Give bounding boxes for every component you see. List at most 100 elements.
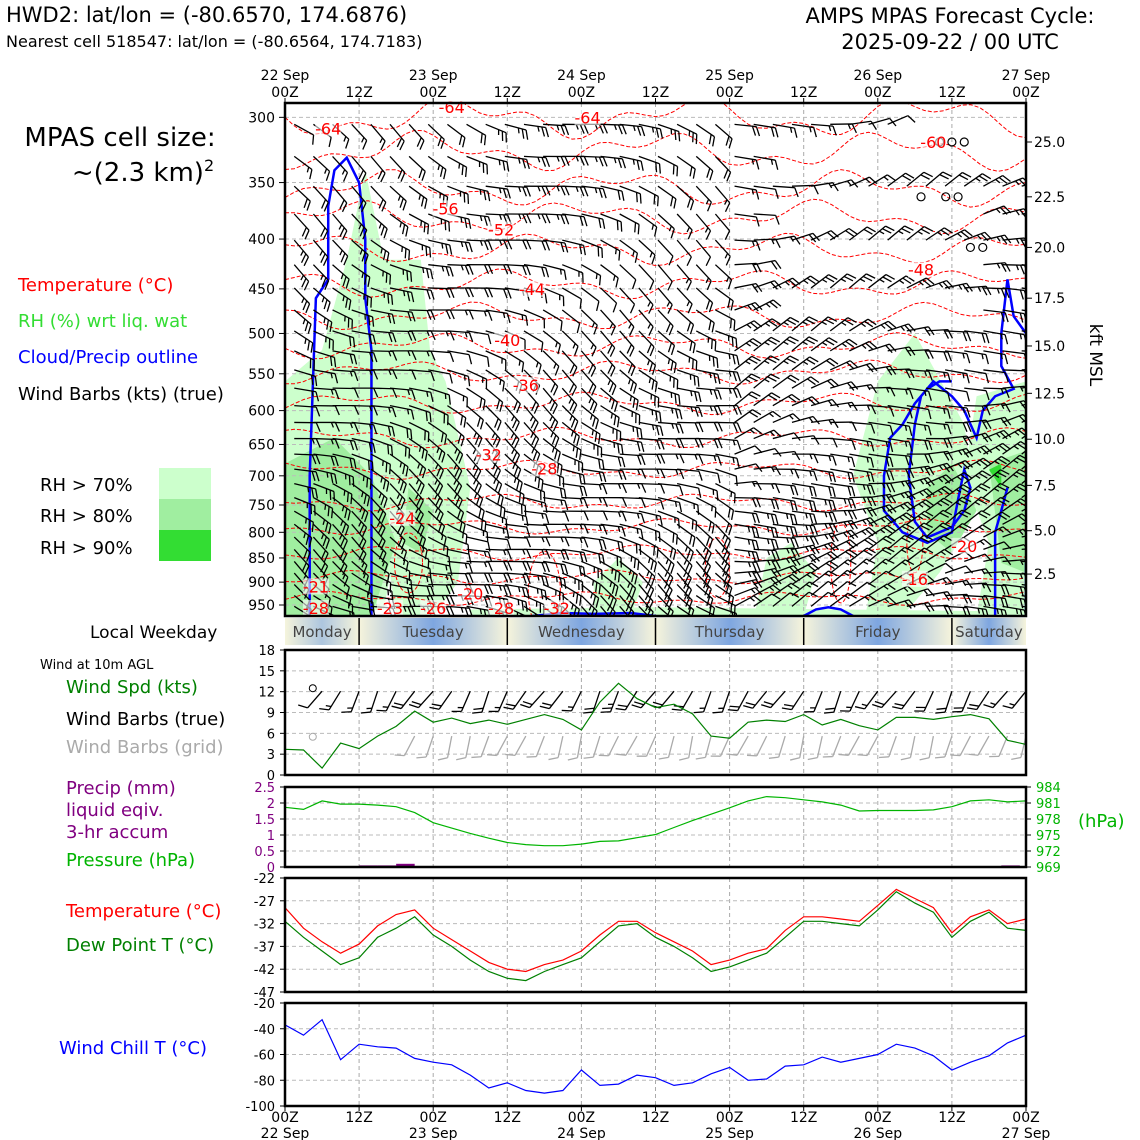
- wind-barb: [581, 560, 603, 580]
- wind-barb: [695, 309, 715, 333]
- wind-barb: [964, 594, 991, 607]
- wind-barb: [504, 572, 531, 585]
- wind-barb: [409, 583, 435, 596]
- wind-barb: [1021, 439, 1026, 455]
- pressure-tick-label: 450: [248, 282, 275, 298]
- wind-barb: [389, 387, 416, 400]
- wind-barb: [906, 510, 934, 525]
- wind-barb: [370, 497, 387, 524]
- wind-barb: [944, 229, 973, 241]
- pressure-line: [284, 795, 1027, 847]
- wind-barb: [638, 239, 656, 265]
- wind-barb-grid: [526, 735, 545, 758]
- wind-barb: [562, 213, 588, 227]
- wind-barb-10m: [503, 690, 527, 710]
- isotherm-line: [285, 268, 1026, 300]
- wind-barb: [715, 453, 740, 469]
- wind-barb: [753, 548, 780, 560]
- wind-barb: [581, 185, 607, 199]
- y-tick-label: -40: [254, 1023, 275, 1038]
- isotherm-labels: -64-64-56-52-64-44-60-48-40-36-32-28-24-…: [303, 98, 978, 618]
- wind-barb: [945, 421, 972, 433]
- wind-barb-10m: [872, 690, 897, 709]
- isotherm-label: -16: [902, 570, 928, 589]
- wind-barb-grid: [695, 735, 712, 760]
- wind-barb: [561, 421, 580, 446]
- wind-barb: [523, 123, 550, 138]
- wind-barb: [868, 404, 895, 417]
- wind-barb: [294, 404, 321, 417]
- wind-barb: [734, 391, 761, 407]
- panel-frame: [283, 648, 1028, 777]
- wind-barb: [332, 369, 359, 382]
- wind-barb: [313, 350, 337, 368]
- wind-barb: [696, 453, 722, 466]
- wind-barb: [696, 404, 723, 416]
- wind-barb: [446, 483, 463, 510]
- wind-barb: [600, 584, 617, 610]
- wind-barb: [466, 287, 494, 298]
- wind-barb: [829, 273, 857, 289]
- wind-barb: [983, 174, 1011, 187]
- height-tick-label: 5.0: [1034, 524, 1056, 540]
- time-hour-label: 00Z: [271, 85, 298, 101]
- wind-barb: [389, 369, 417, 380]
- wind-barb: [332, 309, 353, 330]
- wind-barb: [293, 155, 313, 180]
- wind-barb: [485, 483, 504, 507]
- wind-barb: [619, 330, 635, 357]
- wind-barb: [638, 264, 655, 291]
- wind-barb: [695, 523, 714, 549]
- wind-barb: [600, 405, 620, 428]
- wind-barb-10m: [341, 690, 360, 713]
- wind-barb: [677, 404, 703, 418]
- wind-barb: [906, 277, 935, 289]
- wind-barb: [523, 523, 551, 535]
- wind-barb: [868, 273, 895, 289]
- wind-panel: 0 3 6 9 12 15 18: [258, 644, 1028, 784]
- wind-barb: [408, 421, 430, 443]
- wind-barb: [830, 453, 856, 468]
- y-tick-label: -20: [254, 997, 275, 1012]
- wind-barb: [753, 510, 779, 525]
- pressure-tick-label: 300: [248, 110, 275, 126]
- wind-barb: [580, 369, 597, 396]
- y-tick-label: -32: [254, 918, 275, 933]
- wind-speed-legend: Wind Spd (kts): [66, 677, 198, 698]
- time-hour-label: 12Z: [494, 85, 521, 101]
- wind-barb: [696, 421, 723, 432]
- wind-barb: [542, 350, 560, 376]
- wind-barb: [543, 523, 570, 534]
- height-tick-label: 7.5: [1034, 478, 1056, 494]
- wind-barb: [447, 510, 466, 534]
- wind-barb: [370, 437, 394, 456]
- wind-barb: [504, 594, 528, 612]
- wind-barb: [504, 421, 520, 449]
- wind-barb: [906, 326, 935, 337]
- wind-barb: [945, 350, 971, 364]
- wind-barb: [351, 123, 368, 150]
- weekday-strip: Monday Tuesday Wednesday Thursday Friday Satu…: [285, 618, 1026, 645]
- y2-tick-label: 972: [1036, 845, 1061, 860]
- wind-barb: [638, 572, 655, 599]
- time-date-label: 27 Sep: [1002, 68, 1051, 84]
- wind-barb: [428, 330, 455, 341]
- wind-barb: [925, 369, 952, 383]
- wind-barb: [581, 496, 608, 508]
- wind-barb: [676, 264, 692, 291]
- pressure-tick-label: 600: [248, 404, 275, 420]
- wind-barb: [466, 330, 492, 345]
- wind-barb: [619, 437, 645, 452]
- wind-barb: [734, 355, 761, 371]
- wind-barb: [849, 537, 877, 550]
- wind-barb-grid: [616, 735, 638, 756]
- wind-barb: [600, 595, 616, 616]
- wind-barb: [561, 405, 579, 431]
- wind-barb: [715, 369, 741, 382]
- pressure-tick-label: 550: [248, 367, 275, 383]
- wind-barb: [332, 437, 359, 451]
- time-hour-label: 12Z: [345, 1110, 372, 1126]
- wind-barb: [638, 595, 654, 616]
- wind-barb: [428, 309, 455, 320]
- height-tick-label: 17.5: [1034, 291, 1065, 307]
